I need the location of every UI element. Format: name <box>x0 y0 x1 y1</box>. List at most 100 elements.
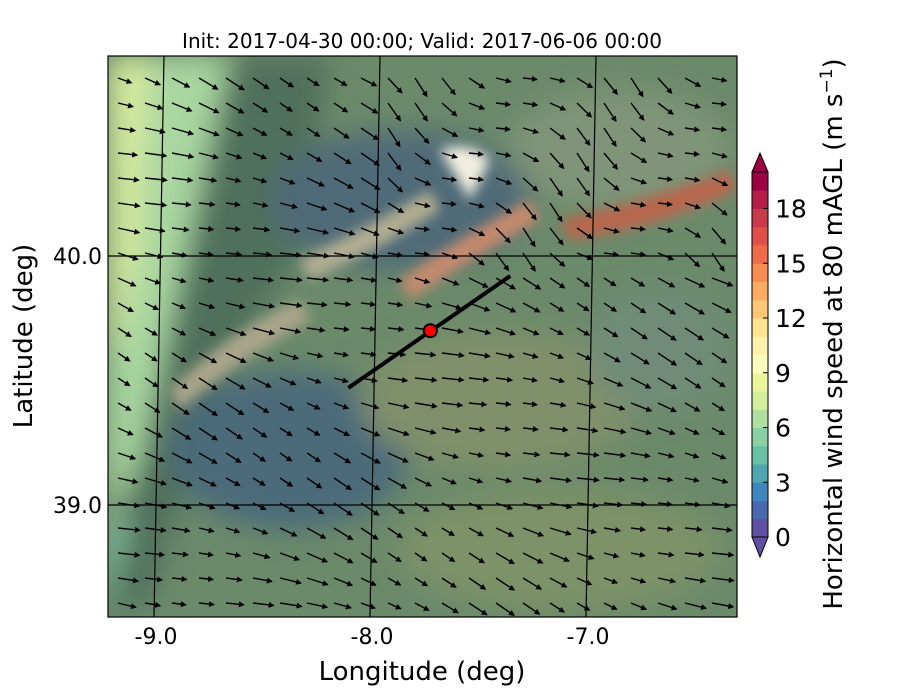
wind-arrow <box>630 602 648 611</box>
wind-arrow <box>414 502 430 512</box>
colorbar-level <box>752 372 768 392</box>
wind-arrow <box>333 252 355 260</box>
wind-arrow <box>603 177 620 191</box>
wind-arrow <box>225 102 245 114</box>
wind-arrow <box>522 451 541 458</box>
wind-arrow <box>198 601 215 608</box>
wind-arrow <box>549 302 565 312</box>
wind-arrow <box>468 401 488 408</box>
wind-arrow <box>414 552 428 562</box>
wind-arrow <box>414 452 435 461</box>
wind-arrow <box>630 225 646 232</box>
wind-arrow <box>576 327 591 336</box>
wind-arrow <box>117 277 137 287</box>
wind-arrow <box>495 202 513 214</box>
wind-arrow <box>387 377 409 384</box>
wind-arrow <box>225 527 241 534</box>
wind-arrow <box>468 277 489 288</box>
wind-arrow <box>603 102 617 123</box>
colorbar-level <box>752 190 768 209</box>
wind-arrow <box>684 252 701 268</box>
wind-arrow <box>630 77 644 98</box>
wind-arrow <box>468 452 485 458</box>
wind-arrow <box>144 551 166 558</box>
wind-arrow <box>144 402 161 413</box>
wind-arrow <box>495 602 515 616</box>
wind-arrow <box>198 152 219 160</box>
wind-arrow <box>198 502 216 510</box>
wind-arrow <box>441 176 458 183</box>
wind-arrow <box>630 577 647 584</box>
wind-arrow <box>684 227 702 238</box>
wind-arrow <box>117 477 139 485</box>
wind-arrow <box>333 402 350 410</box>
y-axis-ticks: 40.0 39.0 <box>53 245 102 519</box>
wind-arrow <box>333 326 350 333</box>
wind-arrow <box>630 526 647 533</box>
wind-arrow <box>495 227 511 244</box>
wind-arrow <box>657 452 675 459</box>
wind-arrow <box>279 102 293 112</box>
wind-arrow <box>468 352 491 359</box>
wind-arrow <box>333 152 352 165</box>
wind-arrow <box>657 227 674 234</box>
wind-arrow <box>630 201 647 208</box>
wind-arrow <box>360 77 378 87</box>
wind-arrow <box>495 502 514 510</box>
wind-arrow <box>657 352 678 366</box>
wind-arrow <box>360 402 380 410</box>
wind-arrow <box>198 127 220 137</box>
wind-arrow <box>684 352 703 366</box>
wind-arrow <box>279 577 302 585</box>
wind-arrow <box>468 577 487 590</box>
wind-arrow <box>333 577 354 587</box>
wind-arrow <box>684 150 700 157</box>
wind-arrow <box>333 452 352 464</box>
wind-arrow <box>306 301 328 308</box>
wind-arrow <box>657 327 677 341</box>
wind-arrow <box>684 102 701 109</box>
wind-arrow <box>306 402 321 410</box>
wind-arrow <box>630 327 648 340</box>
wind-arrow <box>252 127 268 136</box>
colorbar-level <box>752 482 768 501</box>
wind-arrow <box>468 202 485 209</box>
wind-arrow <box>252 601 275 608</box>
wind-arrow <box>225 477 241 487</box>
wind-arrow <box>387 251 404 258</box>
wind-arrow <box>468 502 484 510</box>
wind-arrow <box>495 125 511 132</box>
wind-arrow <box>387 527 403 539</box>
wind-arrow <box>576 402 597 410</box>
wind-arrow <box>387 326 405 333</box>
wind-arrow <box>441 77 456 96</box>
wind-arrow <box>549 451 571 458</box>
wind-arrow <box>252 352 274 362</box>
wind-arrow <box>495 302 517 313</box>
wind-arrow <box>414 127 430 145</box>
wind-arrow <box>576 277 591 287</box>
wind-arrow <box>387 602 402 610</box>
wind-arrow <box>279 251 302 258</box>
colorbar-level <box>752 500 768 520</box>
wind-arrow <box>360 577 377 586</box>
wind-arrow <box>522 401 538 408</box>
wind-arrow <box>252 327 276 336</box>
wind-arrow <box>117 377 131 387</box>
wind-arrow <box>684 501 701 508</box>
wind-arrow <box>171 176 194 183</box>
wind-arrow <box>495 77 512 84</box>
wind-arrow <box>279 127 293 136</box>
wind-arrow <box>603 602 618 610</box>
wind-arrow <box>144 252 164 260</box>
wind-arrow <box>522 101 539 108</box>
wind-arrow <box>306 352 324 359</box>
wind-arrow <box>333 552 354 564</box>
wind-arrow <box>630 452 651 459</box>
wind-arrow <box>360 102 379 114</box>
wind-arrow <box>198 402 218 416</box>
wind-arrow <box>171 226 190 233</box>
wind-arrow <box>711 577 735 584</box>
wind-arrow <box>225 225 242 232</box>
wind-arrow <box>198 575 215 582</box>
